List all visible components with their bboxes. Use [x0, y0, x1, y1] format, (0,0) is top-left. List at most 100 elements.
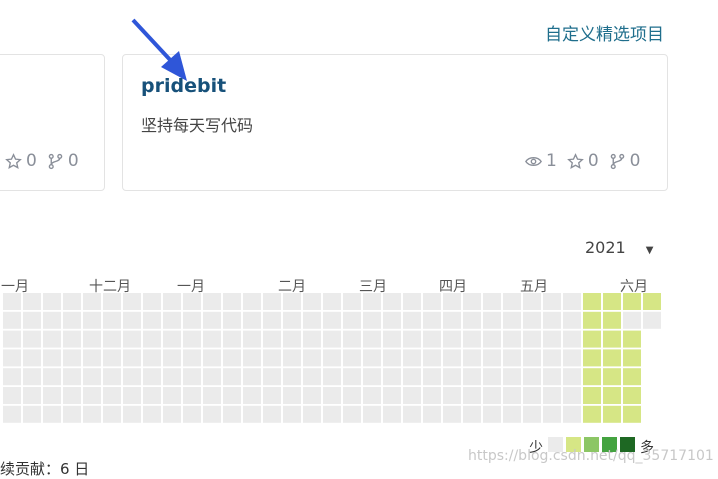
contribution-cell [143, 405, 161, 423]
legend-more: 多 [640, 440, 654, 456]
contribution-cell [523, 387, 541, 404]
contribution-cell [323, 405, 341, 423]
contribution-cell [543, 330, 561, 348]
contribution-cell [543, 405, 561, 423]
contribution-cell [483, 368, 501, 386]
customize-link[interactable]: 自定义精选项目 [545, 25, 664, 45]
star-count: 0 [587, 151, 599, 171]
contribution-cell [283, 368, 301, 386]
project-description: 坚持每天写代码 [141, 116, 254, 135]
contribution-cell [163, 311, 181, 329]
contribution-cell [103, 293, 121, 310]
contribution-cell [343, 293, 361, 310]
contribution-cell [443, 311, 461, 329]
contribution-cell [423, 387, 441, 404]
fork-count: 0 [629, 151, 641, 171]
contribution-cell [123, 330, 141, 348]
contribution-cell [183, 293, 201, 310]
contribution-cell [583, 349, 601, 367]
contribution-cell [263, 405, 281, 423]
contribution-cell [143, 349, 161, 367]
contribution-cell [463, 293, 481, 310]
month-label: 四月 [439, 279, 467, 295]
contribution-cell [303, 349, 321, 367]
contribution-cell [403, 330, 421, 348]
contribution-cell [243, 330, 261, 348]
contribution-cell [463, 349, 481, 367]
contribution-cell [623, 293, 641, 310]
contribution-cell [543, 293, 561, 310]
contribution-cell [183, 387, 201, 404]
contribution-cell [603, 330, 621, 348]
dropdown-caret: ▼ [645, 245, 654, 256]
project-card[interactable]: pridebit 坚持每天写代码 1 0 0 [122, 54, 668, 191]
contribution-cell [463, 368, 481, 386]
contribution-cell [223, 311, 241, 329]
contribution-cell [623, 349, 641, 367]
contribution-cell [323, 387, 341, 404]
contribution-cell [603, 349, 621, 367]
contribution-cell [503, 387, 521, 404]
contribution-cell [383, 293, 401, 310]
contribution-cell [503, 311, 521, 329]
legend-swatch [620, 437, 635, 452]
contribution-cell [583, 311, 601, 329]
contribution-cell [403, 368, 421, 386]
contribution-cell [3, 368, 21, 386]
contribution-cell [203, 311, 221, 329]
contribution-cell [183, 349, 201, 367]
contribution-cell [483, 311, 501, 329]
contribution-cell [343, 330, 361, 348]
contribution-cell [103, 387, 121, 404]
contribution-cell [223, 368, 241, 386]
contribution-cell [603, 387, 621, 404]
contribution-cell [603, 293, 621, 310]
contribution-cell [83, 330, 101, 348]
contribution-cell [363, 293, 381, 310]
contribution-cell [483, 405, 501, 423]
contribution-cell [63, 368, 81, 386]
contribution-cell [223, 293, 241, 310]
contribution-cell [243, 405, 261, 423]
contribution-grid [3, 293, 661, 423]
contribution-cell [183, 405, 201, 423]
contribution-cell [243, 293, 261, 310]
contribution-cell [83, 349, 101, 367]
contribution-cell [363, 405, 381, 423]
contribution-cell [623, 330, 641, 348]
contribution-cell [183, 311, 201, 329]
contribution-cell [143, 368, 161, 386]
contribution-cell [43, 405, 61, 423]
contribution-cell [263, 293, 281, 310]
contribution-cell [103, 349, 121, 367]
contribution-cell [383, 311, 401, 329]
streak-text: 续贡献：6 日 [0, 460, 90, 478]
contribution-cell [483, 387, 501, 404]
contribution-cell [163, 368, 181, 386]
project-title[interactable]: pridebit [141, 75, 227, 97]
legend-scale [548, 437, 635, 452]
contribution-cell [423, 311, 441, 329]
year-selector[interactable]: 2021 ▼ [585, 238, 653, 257]
contribution-cell [283, 330, 301, 348]
contribution-cell [423, 293, 441, 310]
contribution-cell [443, 387, 461, 404]
contribution-cell [323, 330, 341, 348]
project-card[interactable]: 0 0 [0, 54, 105, 191]
fork-icon [48, 153, 63, 169]
contribution-cell [123, 349, 141, 367]
contribution-cell [423, 368, 441, 386]
contribution-cell [323, 349, 341, 367]
contribution-cell [163, 330, 181, 348]
contribution-cell [563, 330, 581, 348]
contribution-cell [123, 368, 141, 386]
contribution-cell [603, 405, 621, 423]
contribution-cell [123, 405, 141, 423]
contribution-cell [223, 405, 241, 423]
contribution-cell [43, 368, 61, 386]
contribution-cell [523, 368, 541, 386]
contribution-cell [263, 387, 281, 404]
contribution-cell [303, 293, 321, 310]
contribution-cell [363, 330, 381, 348]
